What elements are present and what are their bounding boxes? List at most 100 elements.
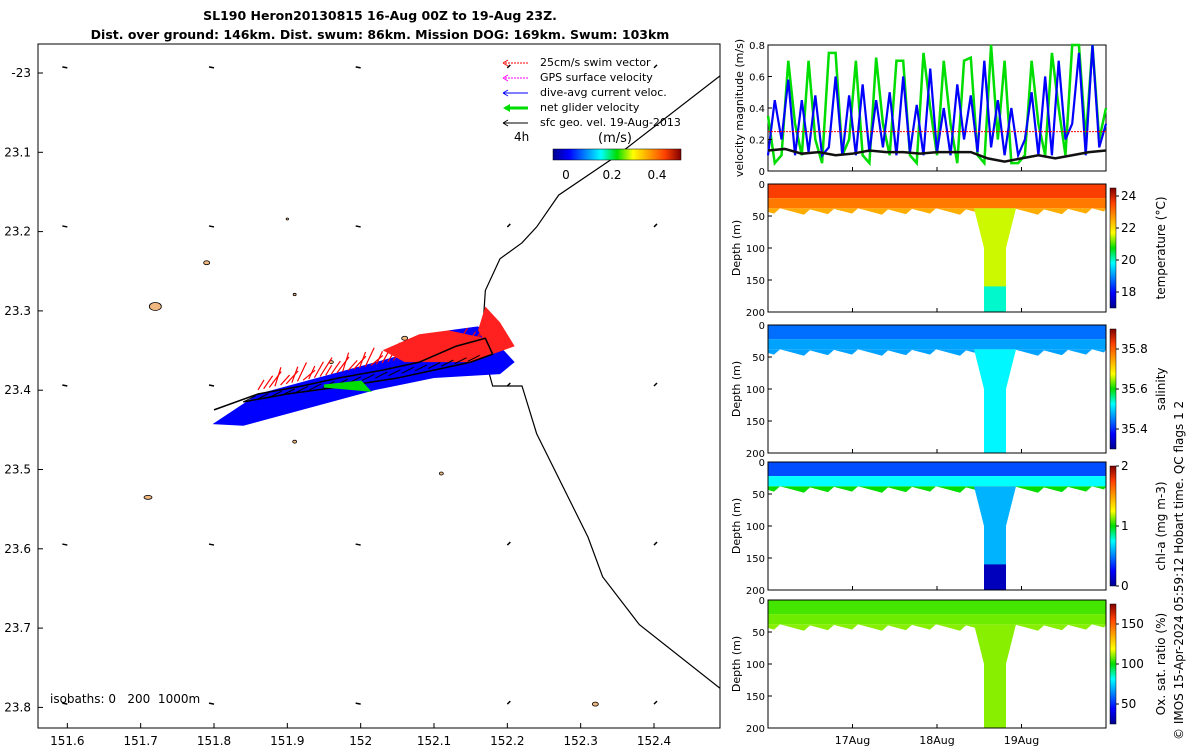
map-xtick-label: 152.2 <box>490 734 524 748</box>
swim-vector <box>274 367 282 387</box>
section-ytick-label: 100 <box>746 522 765 533</box>
colorbar-tick-label: 35.6 <box>1121 382 1148 396</box>
swim-vector <box>296 362 308 382</box>
map-xtick-label: 151.7 <box>123 734 157 748</box>
legend-dive-avg: dive-avg current veloc. <box>502 86 667 99</box>
swim-vector <box>280 374 291 386</box>
map-xtick-label: 152.1 <box>417 734 451 748</box>
section-ytick-label: 50 <box>752 490 765 501</box>
section-deep-dive <box>974 349 1016 453</box>
section-ytick-label: 200 <box>746 724 765 735</box>
geo-velocity-arrow <box>355 66 361 69</box>
swim-vector <box>342 352 350 372</box>
section-ytick-label: 50 <box>752 353 765 364</box>
section-ytick-label: 200 <box>746 449 765 460</box>
swim-vector <box>263 375 274 390</box>
legend-geo-label: sfc geo. vel. 19-Aug-2013 <box>540 116 681 129</box>
geo-velocity-arrow <box>653 541 658 546</box>
reef-outline <box>401 335 409 341</box>
reef-outline <box>143 494 153 500</box>
section-ytick-label: 0 <box>759 321 765 332</box>
map-xtick-label: 151.8 <box>197 734 231 748</box>
geo-velocity-arrow <box>506 700 511 705</box>
map-ytick-label: 23.8 <box>4 700 31 714</box>
track-segment <box>282 388 296 396</box>
section-colorbar <box>1109 603 1117 725</box>
geo-velocity-arrow <box>62 702 68 705</box>
track-segment <box>375 371 388 379</box>
colorbar-tick-label: 18 <box>1121 285 1136 299</box>
map-xtick-label: 152.3 <box>563 734 597 748</box>
track-segment <box>441 359 454 367</box>
section-deep-bottom <box>984 427 1006 453</box>
map-legend: 25cm/s swim vector GPS surface velocity … <box>502 56 682 182</box>
swim-vector <box>319 357 333 377</box>
track-segment <box>388 369 401 377</box>
velocity-ytick-label: 0.8 <box>749 41 765 52</box>
map-ytick-label: 23.5 <box>4 463 31 477</box>
section-deep-bottom <box>984 702 1006 728</box>
map-xtick-label: 152.4 <box>637 734 671 748</box>
swim-vector <box>302 369 316 381</box>
track-segment <box>256 393 269 400</box>
colorbar-tick-1: 0.2 <box>602 168 621 182</box>
swim-vector <box>291 366 299 383</box>
swim-vector <box>375 351 384 365</box>
swim-vector <box>353 355 367 370</box>
section-ytick-label: 100 <box>746 660 765 671</box>
geo-velocity-arrow <box>208 543 215 546</box>
colorbar-label: salinity <box>1154 367 1168 410</box>
swim-vector <box>364 347 375 367</box>
track-segment <box>401 366 414 374</box>
geo-velocity-arrow <box>208 225 215 228</box>
velocity-ytick-label: 0.4 <box>749 104 765 115</box>
geo-velocity-arrow <box>653 700 658 705</box>
legend-geo: sfc geo. vel. 19-Aug-2013 <box>502 116 681 129</box>
geo-velocity-arrow <box>62 384 68 387</box>
geo-velocity-arrow <box>355 225 361 228</box>
figure-title-line2: Dist. over ground: 146km. Dist. swum: 86… <box>90 27 670 42</box>
reef-outline <box>438 471 444 476</box>
section-ylabel: Depth (m) <box>730 220 743 276</box>
legend-swim-label: 25cm/s swim vector <box>540 56 651 69</box>
swim-vector <box>308 365 316 380</box>
velocity-ytick-label: 0 <box>759 167 765 178</box>
swim-vector-cluster <box>382 330 493 363</box>
map-ytick-label: 23.4 <box>4 383 31 397</box>
section-ytick-label: 150 <box>746 692 765 703</box>
track-segment <box>454 357 467 365</box>
section-ytick-label: 50 <box>752 212 765 223</box>
section-deep-bottom <box>984 564 1006 590</box>
legend-swim: 25cm/s swim vector <box>502 56 651 69</box>
geo-velocity-arrow <box>653 64 658 69</box>
track-segment <box>243 395 256 403</box>
section-mixed-layer <box>768 614 1106 625</box>
reef-outline <box>292 292 297 297</box>
colorbar-tick-label: 24 <box>1121 189 1136 203</box>
colorbar-label: Ox. sat. ratio (%) <box>1154 613 1168 715</box>
geo-velocity-arrow <box>62 66 68 69</box>
section-ytick-label: 0 <box>759 458 765 469</box>
section-colorbar <box>1109 328 1117 450</box>
colorbar-label: temperature (°C) <box>1154 197 1168 300</box>
colorbar-tick-label: 100 <box>1121 657 1144 671</box>
map-xtick-label: 152 <box>349 734 372 748</box>
geo-velocity-arrow <box>506 223 511 228</box>
reef-outline <box>203 260 211 266</box>
reef-outline <box>148 302 162 311</box>
velocity-ylabel: velocity magnitude (m/s) <box>733 39 746 177</box>
swim-vector <box>285 370 299 385</box>
swim-vector <box>325 364 333 376</box>
figure-title-line1: SL190 Heron20130815 16-Aug 00Z to 19-Aug… <box>203 8 557 23</box>
section-ytick-label: 0 <box>759 596 765 607</box>
colorbar-tick-0: 0 <box>562 168 570 182</box>
map-ytick-label: 23.3 <box>4 304 31 318</box>
colorbar-unit: (m/s) <box>598 131 632 146</box>
section-deep-bottom <box>984 286 1006 312</box>
track-segment <box>295 385 309 393</box>
section-deep-dive <box>974 208 1016 312</box>
section-surface-layer <box>768 462 1106 477</box>
map-xtick-label: 151.6 <box>50 734 84 748</box>
map-xtick-label: 151.9 <box>270 734 304 748</box>
section-surface-layer <box>768 184 1106 199</box>
